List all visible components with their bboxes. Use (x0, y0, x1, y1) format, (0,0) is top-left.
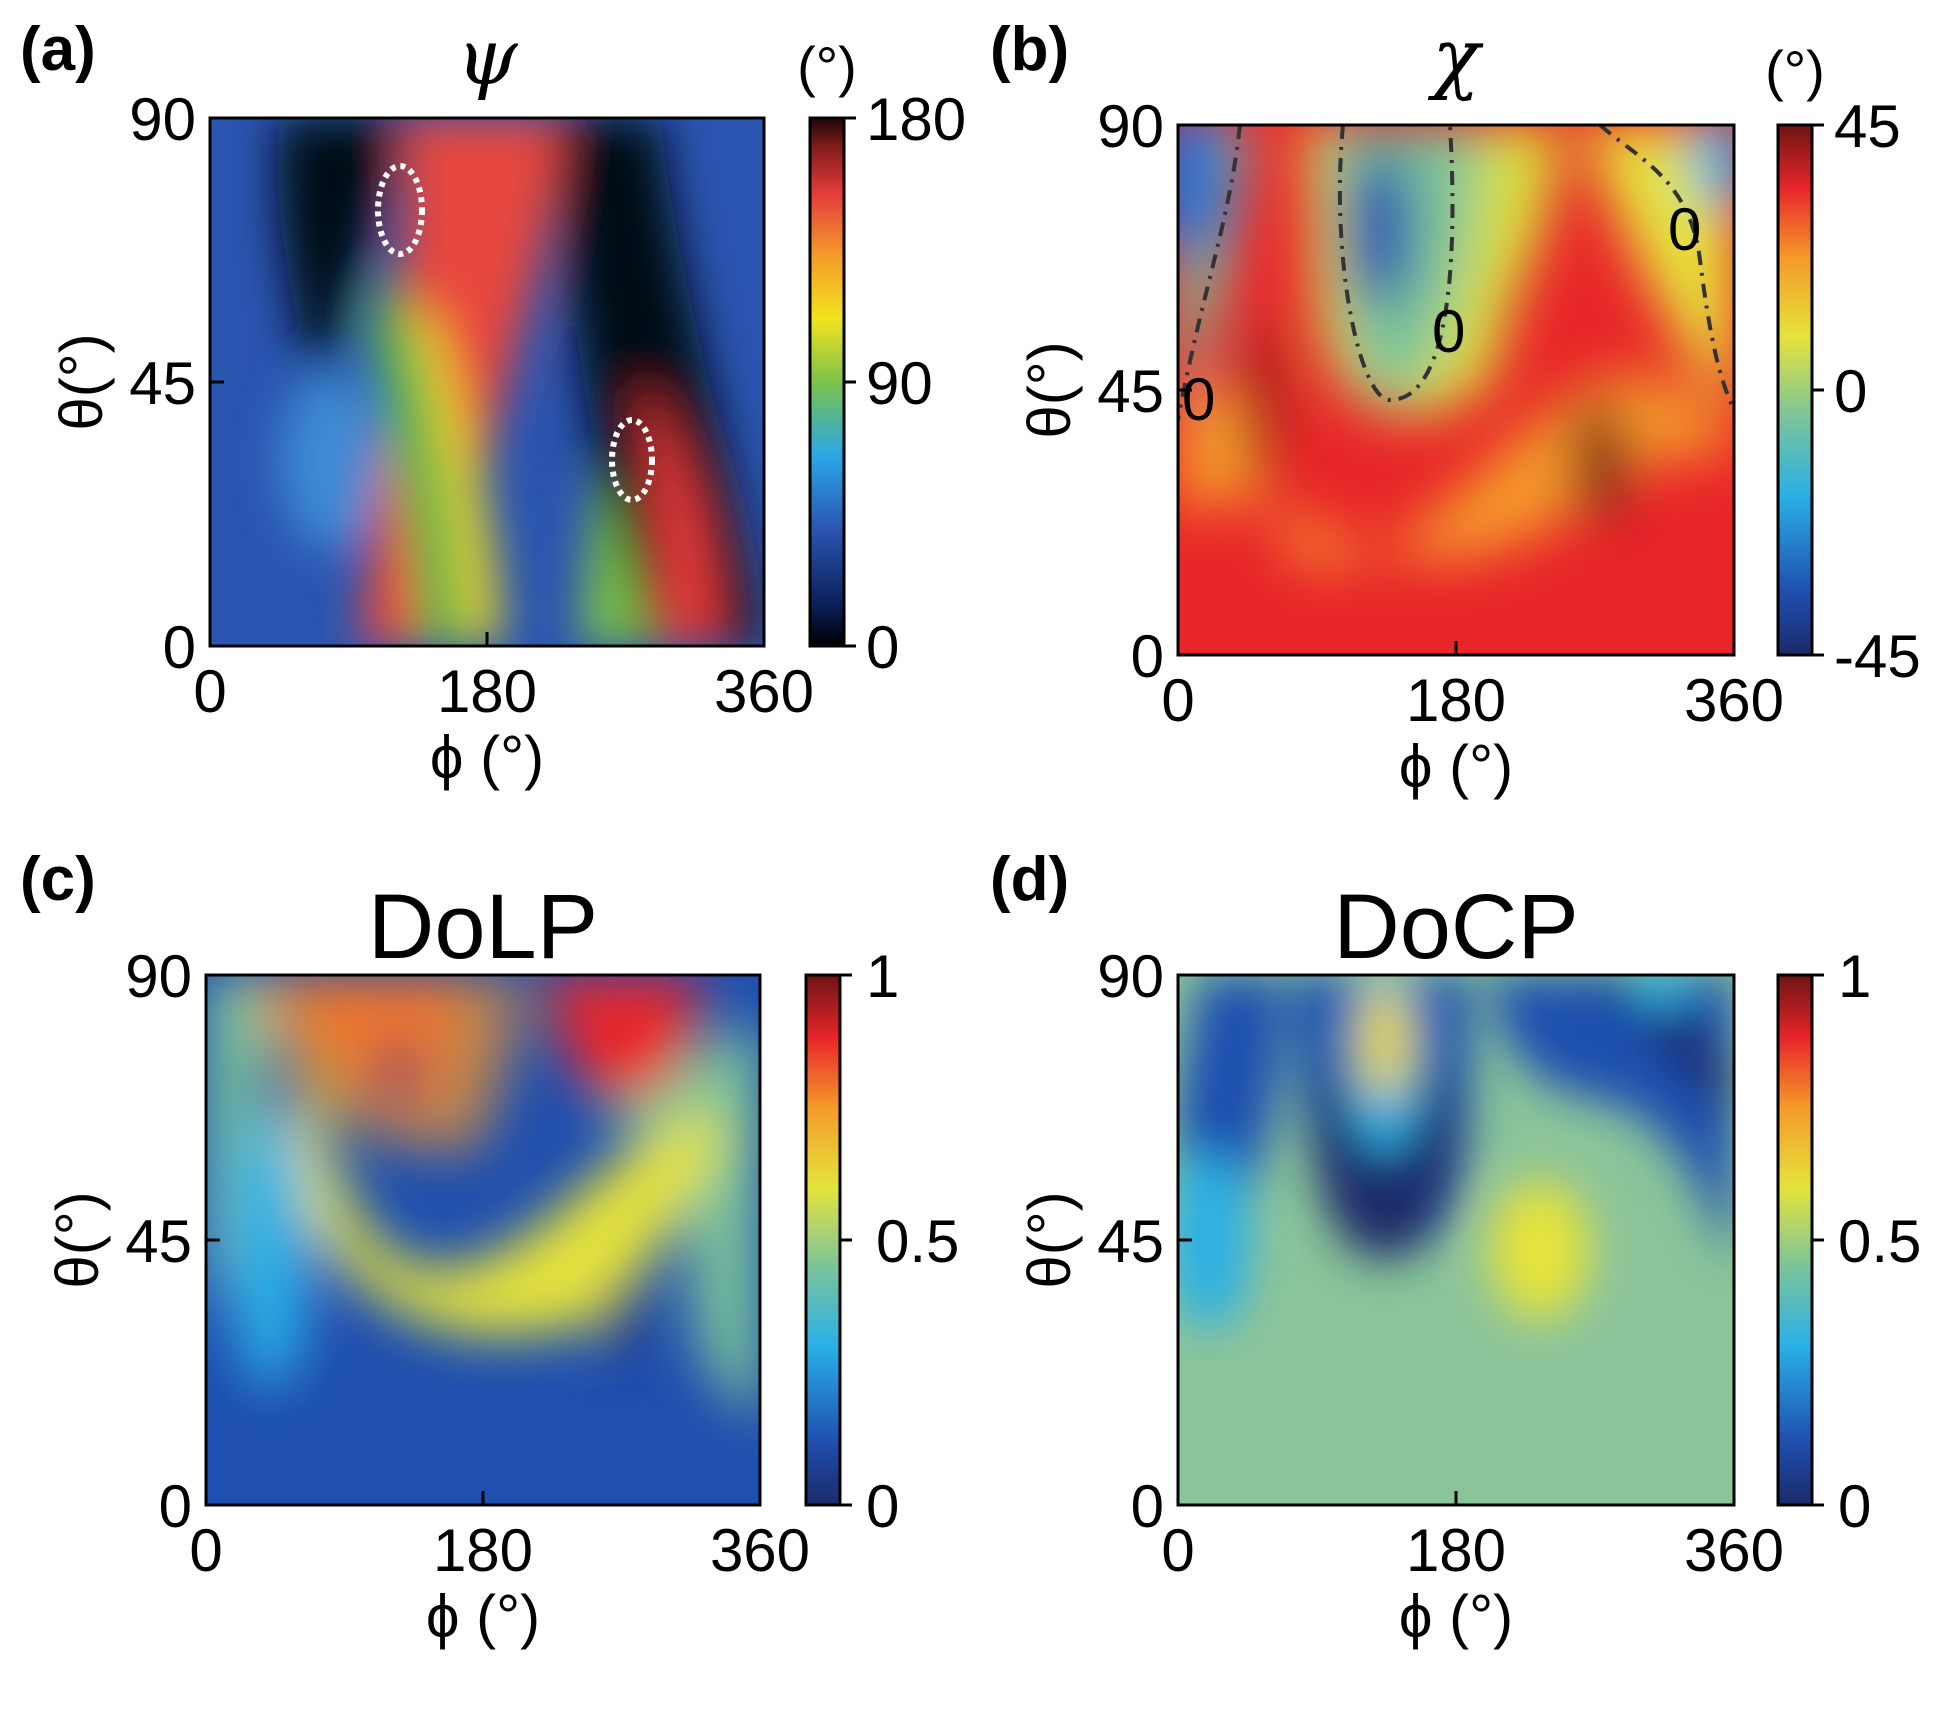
psi-yellow-band (415, 300, 500, 646)
panel-b-title: χ (1427, 13, 1484, 103)
panel-c-cbar-tick-min: 0 (866, 1473, 899, 1540)
docp-dark-stripe (1600, 975, 1734, 1120)
panel-c-cbar-tick-mid: 0.5 (876, 1208, 959, 1275)
psi-green-right (580, 470, 650, 646)
chi-yellow-right (1580, 125, 1734, 420)
panel-b-colorbar (1776, 123, 1814, 657)
psi-lightblue-left (280, 370, 380, 550)
panel-b-cbar-tick-mid: 0 (1834, 358, 1867, 425)
panel-a-colorbar-unit: (°) (797, 35, 857, 98)
panel-d-cbar-tick-min: 0 (1838, 1473, 1871, 1540)
panel-a-ytick-90: 90 (129, 86, 196, 153)
psi-singularity-a2 (609, 417, 655, 503)
dolp-dark-spot-right (604, 1280, 640, 1360)
panel-a-xtick-0: 0 (193, 658, 226, 725)
panel-d-heatmap (1178, 975, 1734, 1505)
dolp-red-top-right (540, 975, 700, 1100)
dolp-dark-spot (382, 1035, 414, 1115)
dolp-yellow-band (290, 1020, 720, 1337)
panel-a-ticks (210, 116, 489, 648)
panel-b-ylabel: θ(°) (1016, 341, 1083, 438)
chi-contour-left (1178, 125, 1242, 421)
docp-lightblue-top-right (1630, 975, 1690, 1010)
panel-d-ylabel: θ(°) (1016, 1191, 1083, 1288)
panel-b-cbar-tick-max: 45 (1834, 93, 1901, 160)
panel-c-xtick-0: 0 (189, 1517, 222, 1584)
panel-d-colorbar (1776, 973, 1814, 1507)
panel-c-label: (c) (20, 845, 96, 914)
panel-d-xlabel: ϕ (°) (1399, 1583, 1513, 1650)
panel-a-label: (a) (20, 15, 96, 84)
panel-c-xtick-180: 180 (433, 1517, 533, 1584)
panel-d-ytick-45: 45 (1097, 1208, 1164, 1275)
panel-c-xlabel: ϕ (°) (426, 1583, 540, 1650)
panel-d-xtick-0: 0 (1161, 1517, 1194, 1584)
dolp-lightblue-left (230, 1110, 310, 1390)
panel-d-xtick-180: 180 (1406, 1517, 1506, 1584)
chi-lightblue-right (1690, 125, 1734, 210)
panel-b-xlabel: ϕ (°) (1399, 733, 1513, 800)
chi-contour-label-3: 0 (1668, 196, 1701, 263)
panel-b-ytick-45: 45 (1097, 358, 1164, 425)
panel-a-ytick-0: 0 (163, 614, 196, 681)
panel-a: (a) ψ 90 45 0 0 180 360 (20, 13, 966, 791)
panel-a-ytick-45: 45 (129, 350, 196, 417)
panel-a-cbar-tick-min: 0 (866, 614, 899, 681)
panel-d: (d) DoCP 90 45 0 0 180 (990, 845, 1921, 1650)
panel-c-ytick-90: 90 (125, 943, 192, 1010)
psi-dark-band-left (278, 118, 400, 420)
chi-blue-oval (1344, 150, 1412, 310)
panel-b-ytick-0: 0 (1131, 623, 1164, 690)
panel-c-ylabel: θ(°) (44, 1191, 111, 1288)
panel-a-xtick-180: 180 (437, 658, 537, 725)
panel-c: (c) DoLP 90 45 0 0 180 360 (20, 845, 959, 1650)
panel-a-ylabel: θ(°) (48, 333, 115, 430)
docp-lightblue-left (1178, 1150, 1250, 1330)
panel-b-colorbar-unit: (°) (1765, 39, 1825, 102)
panel-c-cbar-tick-max: 1 (866, 943, 899, 1010)
panel-d-title: DoCP (1333, 876, 1578, 978)
chi-dark-red-right (1572, 400, 1628, 520)
panel-a-colorbar (808, 116, 846, 648)
chi-blue-corner (1178, 125, 1230, 260)
panel-c-ytick-0: 0 (159, 1473, 192, 1540)
panel-c-heatmap (206, 975, 760, 1505)
panel-a-heatmap (210, 118, 764, 646)
panel-c-ytick-45: 45 (125, 1208, 192, 1275)
panel-b-xtick-0: 0 (1161, 667, 1194, 734)
panel-b-ytick-90: 90 (1097, 93, 1164, 160)
panel-a-xtick-360: 360 (714, 658, 814, 725)
docp-yellow-oval (1359, 980, 1411, 1100)
panel-a-title: ψ (456, 13, 518, 103)
chi-contour-label-1: 0 (1182, 366, 1215, 433)
panel-b-cbar-tick-min: -45 (1834, 623, 1921, 690)
chi-contour-label-2: 0 (1432, 298, 1465, 365)
panel-a-cbar-tick-max: 180 (866, 86, 966, 153)
panel-b-label: (b) (990, 15, 1069, 84)
chi-contour-right (1598, 125, 1734, 411)
panel-b-heatmap: 0 0 0 (1178, 125, 1734, 655)
psi-green-band (370, 270, 470, 646)
docp-yellow-right (1490, 1180, 1590, 1320)
panel-d-ytick-0: 0 (1131, 1473, 1164, 1540)
panel-b-xtick-180: 180 (1406, 667, 1506, 734)
panel-d-ytick-90: 90 (1097, 943, 1164, 1010)
panel-d-xtick-360: 360 (1684, 1517, 1784, 1584)
panel-c-colorbar (804, 973, 842, 1507)
panel-d-label: (d) (990, 845, 1069, 914)
psi-singularity-a1 (375, 163, 425, 257)
panel-a-xlabel: ϕ (°) (430, 724, 544, 791)
psi-red-right (640, 380, 720, 646)
panel-c-xtick-360: 360 (710, 1517, 810, 1584)
panel-d-cbar-tick-mid: 0.5 (1838, 1208, 1921, 1275)
panel-b: (b) χ 0 0 0 (990, 13, 1921, 800)
panel-a-cbar-tick-mid: 90 (866, 350, 933, 417)
panel-d-cbar-tick-max: 1 (1838, 943, 1871, 1010)
chi-dark-red-left (1246, 320, 1278, 480)
panel-b-xtick-360: 360 (1684, 667, 1784, 734)
panel-c-title: DoLP (368, 876, 598, 978)
chi-contour-mid (1337, 125, 1455, 403)
